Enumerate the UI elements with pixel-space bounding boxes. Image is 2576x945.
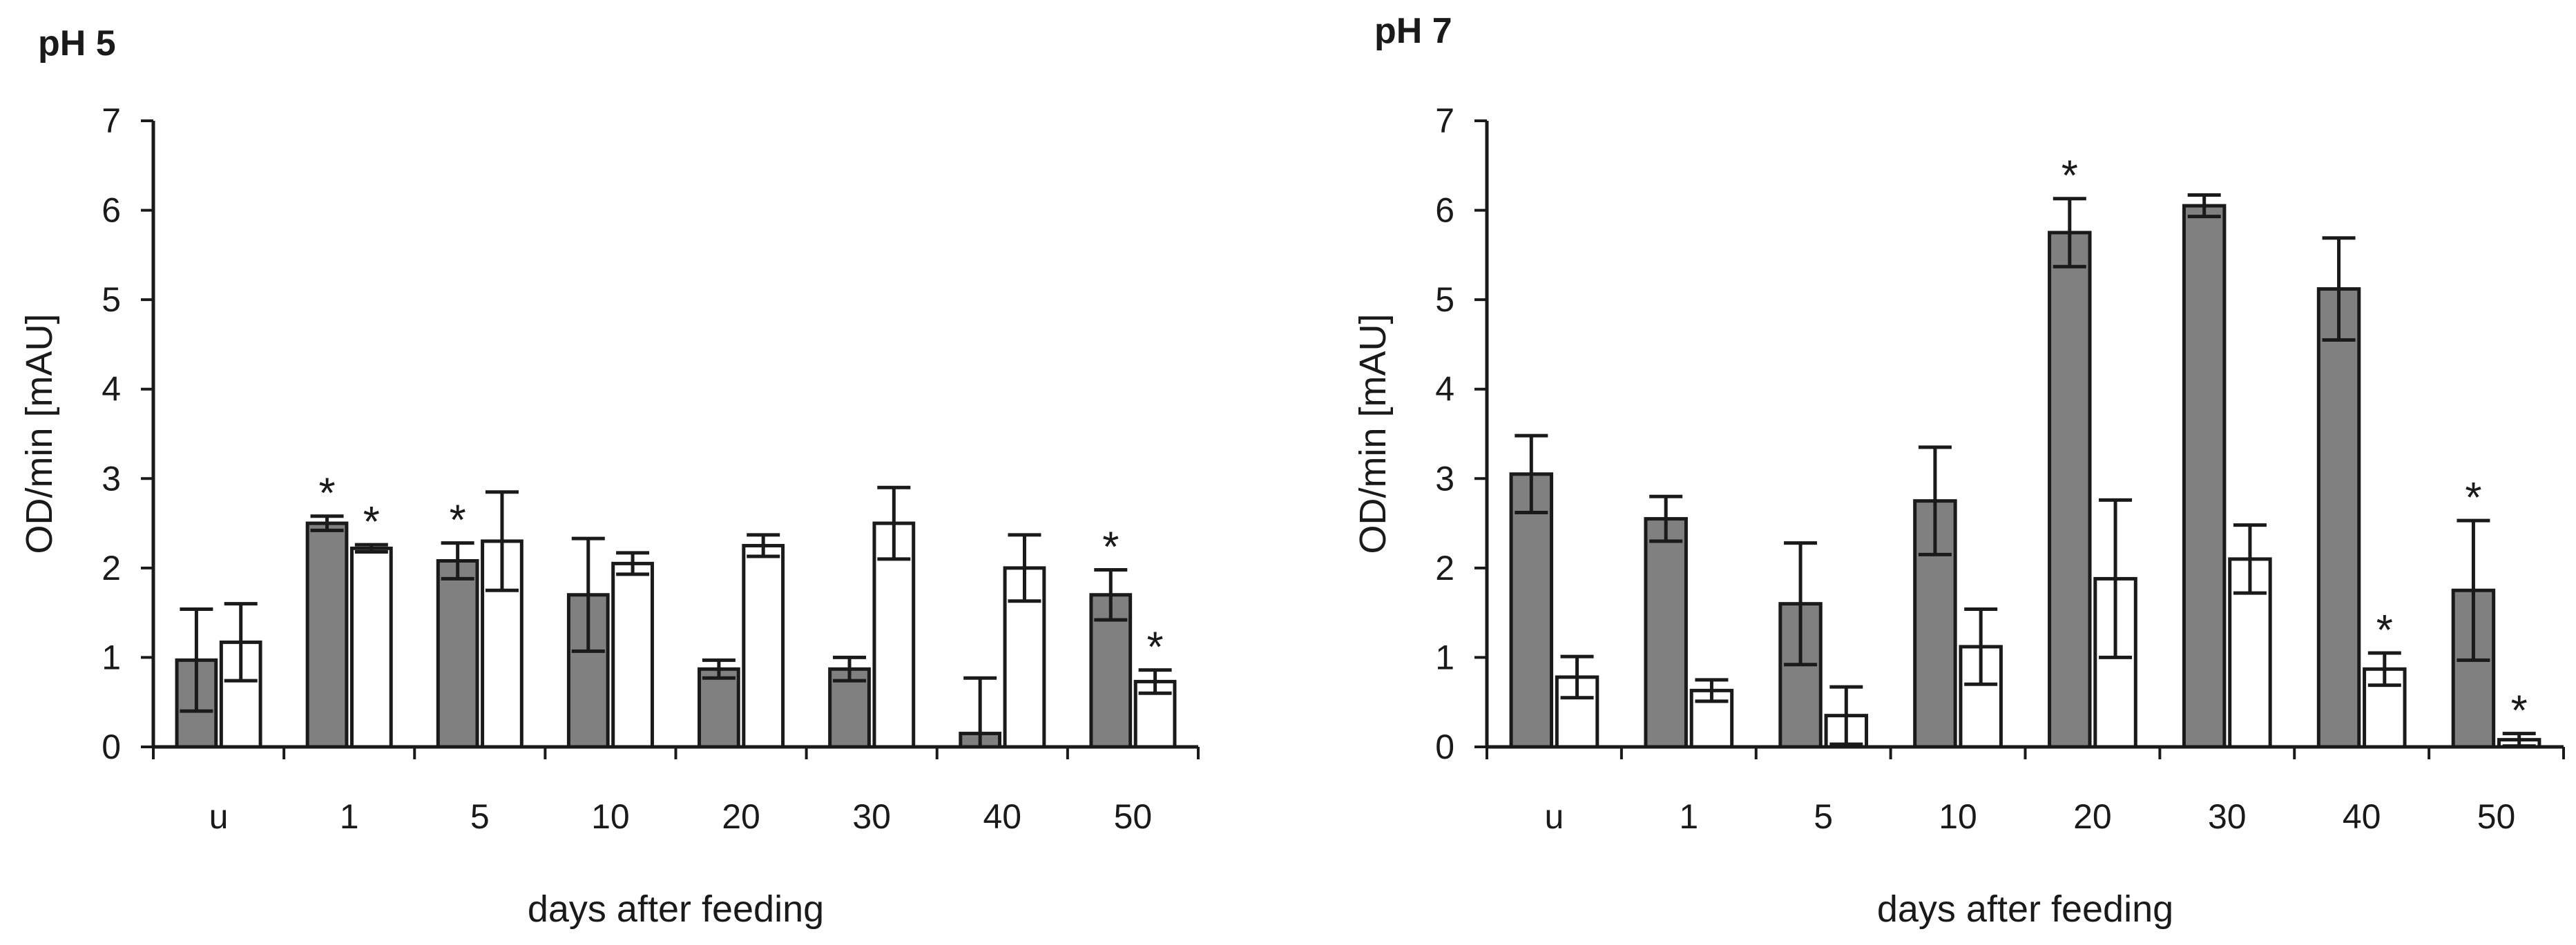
x-tick-label: 5 [1814, 797, 1833, 836]
x-axis-title: days after feeding [1877, 888, 2173, 930]
bar-filled [2316, 287, 2361, 749]
bar-filled [2048, 231, 2092, 749]
y-axis-title: OD/min [mAU] [19, 313, 60, 554]
y-tick-label: 0 [1435, 728, 1454, 766]
y-tick-label: 2 [102, 549, 121, 587]
chart-ph5: pH 5 0 1 2 3 4 5 6 7 OD/min [mAU] days after feedi… [19, 23, 1200, 930]
x-tick-label: 20 [2073, 797, 2112, 836]
significance-asterisk: * [2061, 153, 2078, 200]
y-tick-label: 7 [1435, 101, 1454, 140]
bar-filled [698, 667, 740, 749]
x-tick-label: 1 [1679, 797, 1698, 836]
significance-asterisk: * [2376, 607, 2393, 654]
bar-filled [2182, 204, 2227, 749]
bar-filled [1644, 517, 1688, 749]
y-tick-label: 6 [102, 191, 121, 230]
significance-asterisk: * [363, 498, 380, 546]
y-tick-label: 5 [1435, 280, 1454, 319]
chart-ph7: pH 7 0 1 2 3 4 5 6 7 OD/min [mAU] days after feedi… [1352, 11, 2565, 930]
significance-asterisk: * [1102, 523, 1119, 571]
significance-asterisk: * [318, 470, 335, 518]
y-tick-label: 5 [102, 280, 121, 319]
x-tick-label: 30 [2208, 797, 2247, 836]
x-tick-label: 1 [340, 797, 359, 836]
y-tick-label: 7 [102, 101, 121, 140]
chart-title: pH 5 [38, 23, 116, 64]
bar-open [742, 543, 785, 749]
x-tick-label: 10 [1939, 797, 1977, 836]
x-axis-title: days after feeding [528, 888, 824, 930]
x-tick-label: 40 [983, 797, 1022, 836]
x-tick-label: 40 [2343, 797, 2381, 836]
y-tick-label: 0 [102, 728, 121, 766]
chart-title: pH 7 [1374, 11, 1452, 51]
x-tick-label: u [1545, 797, 1564, 836]
y-tick-label: 1 [1435, 638, 1454, 676]
significance-asterisk: * [450, 497, 466, 545]
x-tick-label: 50 [2477, 797, 2516, 836]
x-tick-label: 10 [591, 797, 630, 836]
bar-filled [1509, 472, 1554, 749]
significance-asterisk: * [2511, 688, 2528, 735]
bar-open [611, 561, 654, 749]
y-axis-title: OD/min [mAU] [1352, 313, 1394, 554]
y-tick-label: 3 [1435, 459, 1454, 498]
bar-filled [436, 558, 479, 749]
x-tick-label: u [209, 797, 229, 836]
bar-filled [305, 521, 349, 749]
y-tick-label: 4 [1435, 370, 1454, 409]
bar-open [1959, 645, 2003, 749]
significance-asterisk: * [1147, 624, 1164, 672]
y-tick-label: 1 [102, 638, 121, 676]
y-tick-label: 3 [102, 459, 121, 498]
x-tick-label: 50 [1114, 797, 1153, 836]
x-tick-label: 20 [722, 797, 760, 836]
bar-open [349, 546, 393, 749]
significance-asterisk: * [2465, 474, 2481, 522]
y-tick-label: 4 [102, 370, 121, 409]
x-tick-label: 5 [470, 797, 490, 836]
y-tick-label: 6 [1435, 191, 1454, 230]
x-tick-label: 30 [852, 797, 891, 836]
y-tick-label: 2 [1435, 549, 1454, 587]
